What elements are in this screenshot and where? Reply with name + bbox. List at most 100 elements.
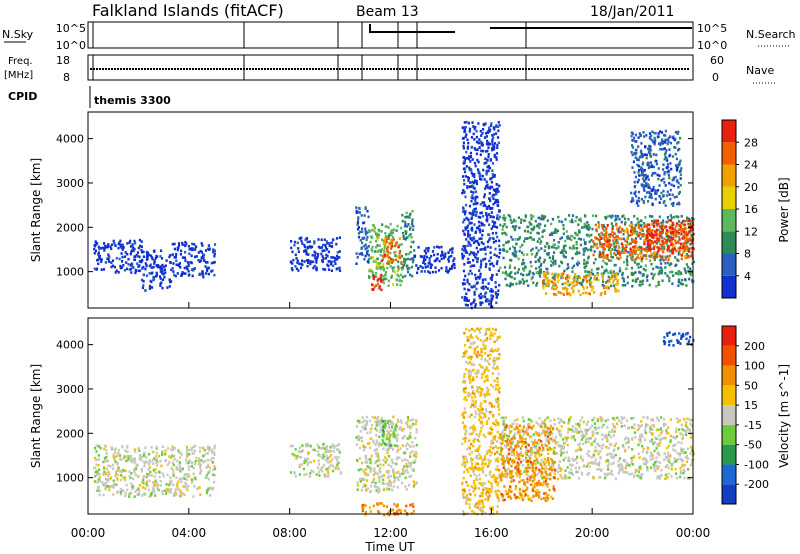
power-cell <box>642 131 645 134</box>
power-cell <box>609 269 612 273</box>
power-cell <box>517 216 520 219</box>
power-cell <box>130 248 134 252</box>
power-cell <box>150 266 153 269</box>
power-cell <box>681 247 684 251</box>
power-cell <box>496 146 499 149</box>
velocity-cell <box>381 429 385 432</box>
velocity-cell <box>301 444 304 447</box>
velocity-cell <box>387 476 390 480</box>
power-cell <box>408 216 411 219</box>
power-cell <box>560 272 563 276</box>
power-colorbar-tick-label: 20 <box>744 181 758 194</box>
power-cell <box>93 251 96 255</box>
power-cell <box>674 272 677 275</box>
power-cell <box>503 231 506 235</box>
power-cell <box>313 240 316 243</box>
velocity-cell <box>208 446 211 449</box>
power-cell <box>509 284 512 288</box>
power-cell <box>491 295 495 298</box>
power-cell <box>691 216 694 220</box>
power-cell <box>390 241 393 244</box>
velocity-cell <box>129 456 132 460</box>
velocity-cell <box>109 476 113 479</box>
power-cell <box>334 258 337 261</box>
velocity-cell <box>155 471 158 475</box>
power-cell <box>568 214 571 217</box>
power-cell <box>562 272 565 275</box>
velocity-cell <box>175 476 178 479</box>
power-cell <box>126 267 129 271</box>
power-cell <box>388 232 391 236</box>
velocity-cell <box>474 410 477 413</box>
power-cell <box>602 280 605 283</box>
power-cell <box>319 246 322 250</box>
power-cell <box>576 260 579 264</box>
velocity-cell <box>132 477 135 481</box>
power-cell <box>161 267 164 271</box>
power-cell <box>664 141 667 144</box>
power-cell <box>624 223 627 226</box>
power-cell <box>531 238 534 241</box>
power-cell <box>406 236 409 239</box>
velocity-cell <box>140 455 143 459</box>
velocity-cell <box>202 460 205 464</box>
power-cell <box>588 278 591 282</box>
velocity-cell <box>480 509 483 512</box>
power-cell <box>681 228 684 231</box>
power-cell <box>600 224 604 227</box>
power-cell <box>309 262 312 266</box>
power-cell <box>397 265 400 269</box>
velocity-cell <box>475 478 479 481</box>
power-cell <box>664 258 667 261</box>
power-cell <box>646 223 649 226</box>
power-cell <box>333 256 336 260</box>
power-cell <box>474 255 477 259</box>
velocity-cell <box>107 478 110 481</box>
power-cell <box>688 237 691 241</box>
velocity-cell <box>467 356 470 360</box>
power-cell <box>633 261 637 264</box>
power-cell <box>475 135 478 139</box>
power-cell <box>656 173 659 177</box>
velocity-cell <box>374 461 377 465</box>
power-cell <box>639 134 642 137</box>
power-cell <box>514 238 517 241</box>
power-cell <box>687 239 690 242</box>
power-cell <box>644 173 647 177</box>
velocity-cell <box>493 340 496 344</box>
power-cell <box>680 272 683 276</box>
power-cell <box>479 153 482 156</box>
power-cell <box>647 147 650 151</box>
velocity-cell <box>323 463 326 467</box>
power-cell <box>632 272 635 275</box>
power-cell <box>675 157 678 161</box>
power-cell <box>496 143 499 147</box>
velocity-cell <box>137 493 140 496</box>
power-cell <box>671 282 674 285</box>
velocity-cell <box>143 462 146 465</box>
velocity-cell <box>379 470 382 474</box>
power-cell <box>655 240 658 243</box>
power-cell <box>552 239 556 242</box>
velocity-cell <box>385 443 388 447</box>
power-cell <box>187 264 190 267</box>
power-cell <box>669 228 672 232</box>
power-cell <box>647 227 650 231</box>
velocity-cell <box>380 502 383 505</box>
power-cell <box>501 232 504 235</box>
velocity-cell <box>463 470 466 474</box>
power-cell <box>646 175 649 178</box>
velocity-cell <box>374 471 377 475</box>
power-cell <box>471 194 474 197</box>
velocity-cell <box>138 489 141 493</box>
power-cell <box>386 237 389 240</box>
power-cell <box>634 194 638 198</box>
power-cell <box>614 253 617 257</box>
power-cell <box>655 242 658 245</box>
power-cell <box>591 285 594 289</box>
power-cell <box>443 255 446 258</box>
power-cell <box>534 260 537 264</box>
velocity-cell <box>123 456 126 460</box>
power-cell <box>469 151 472 155</box>
power-cell <box>491 134 494 137</box>
